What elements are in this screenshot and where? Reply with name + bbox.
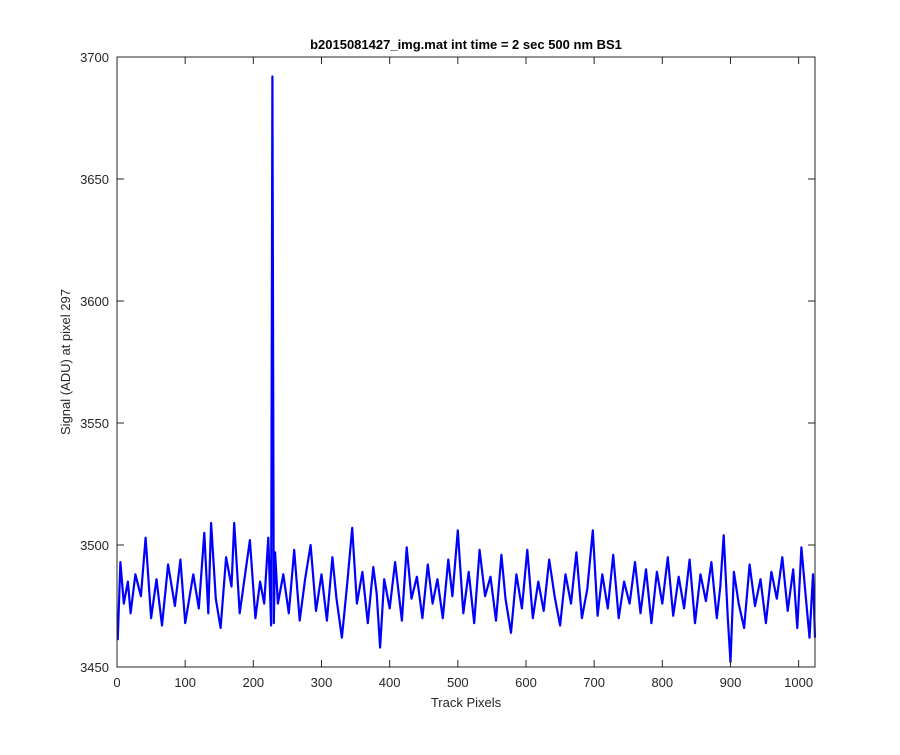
- y-tick-label: 3550: [80, 416, 109, 431]
- x-axis-label: Track Pixels: [431, 695, 502, 710]
- x-tick-label: 700: [583, 675, 605, 690]
- y-tick-label: 3600: [80, 294, 109, 309]
- series-line-1: [116, 75, 817, 664]
- x-tick-label: 100: [174, 675, 196, 690]
- y-axis-label: Signal (ADU) at pixel 297: [58, 289, 73, 435]
- y-tick-label: 3650: [80, 172, 109, 187]
- x-tick-label: 400: [379, 675, 401, 690]
- x-tick-label: 500: [447, 675, 469, 690]
- y-tick-label: 3450: [80, 660, 109, 675]
- x-tick-label: 900: [720, 675, 742, 690]
- x-tick-label: 0: [113, 675, 120, 690]
- plot-area-frame: [116, 56, 816, 668]
- series-layer: [116, 75, 817, 664]
- y-tick-label: 3700: [80, 50, 109, 65]
- x-tick-label: 600: [515, 675, 537, 690]
- x-tick-label: 300: [311, 675, 333, 690]
- chart-title: b2015081427_img.mat int time = 2 sec 500…: [310, 37, 622, 52]
- x-tick-label: 200: [242, 675, 264, 690]
- x-tick-label: 800: [651, 675, 673, 690]
- y-tick-label: 3500: [80, 538, 109, 553]
- axis-ticks: 0 100 200 300 400 500 600 700 800 900 1000 3450 3500…: [80, 50, 815, 690]
- x-tick-label: 1000: [784, 675, 813, 690]
